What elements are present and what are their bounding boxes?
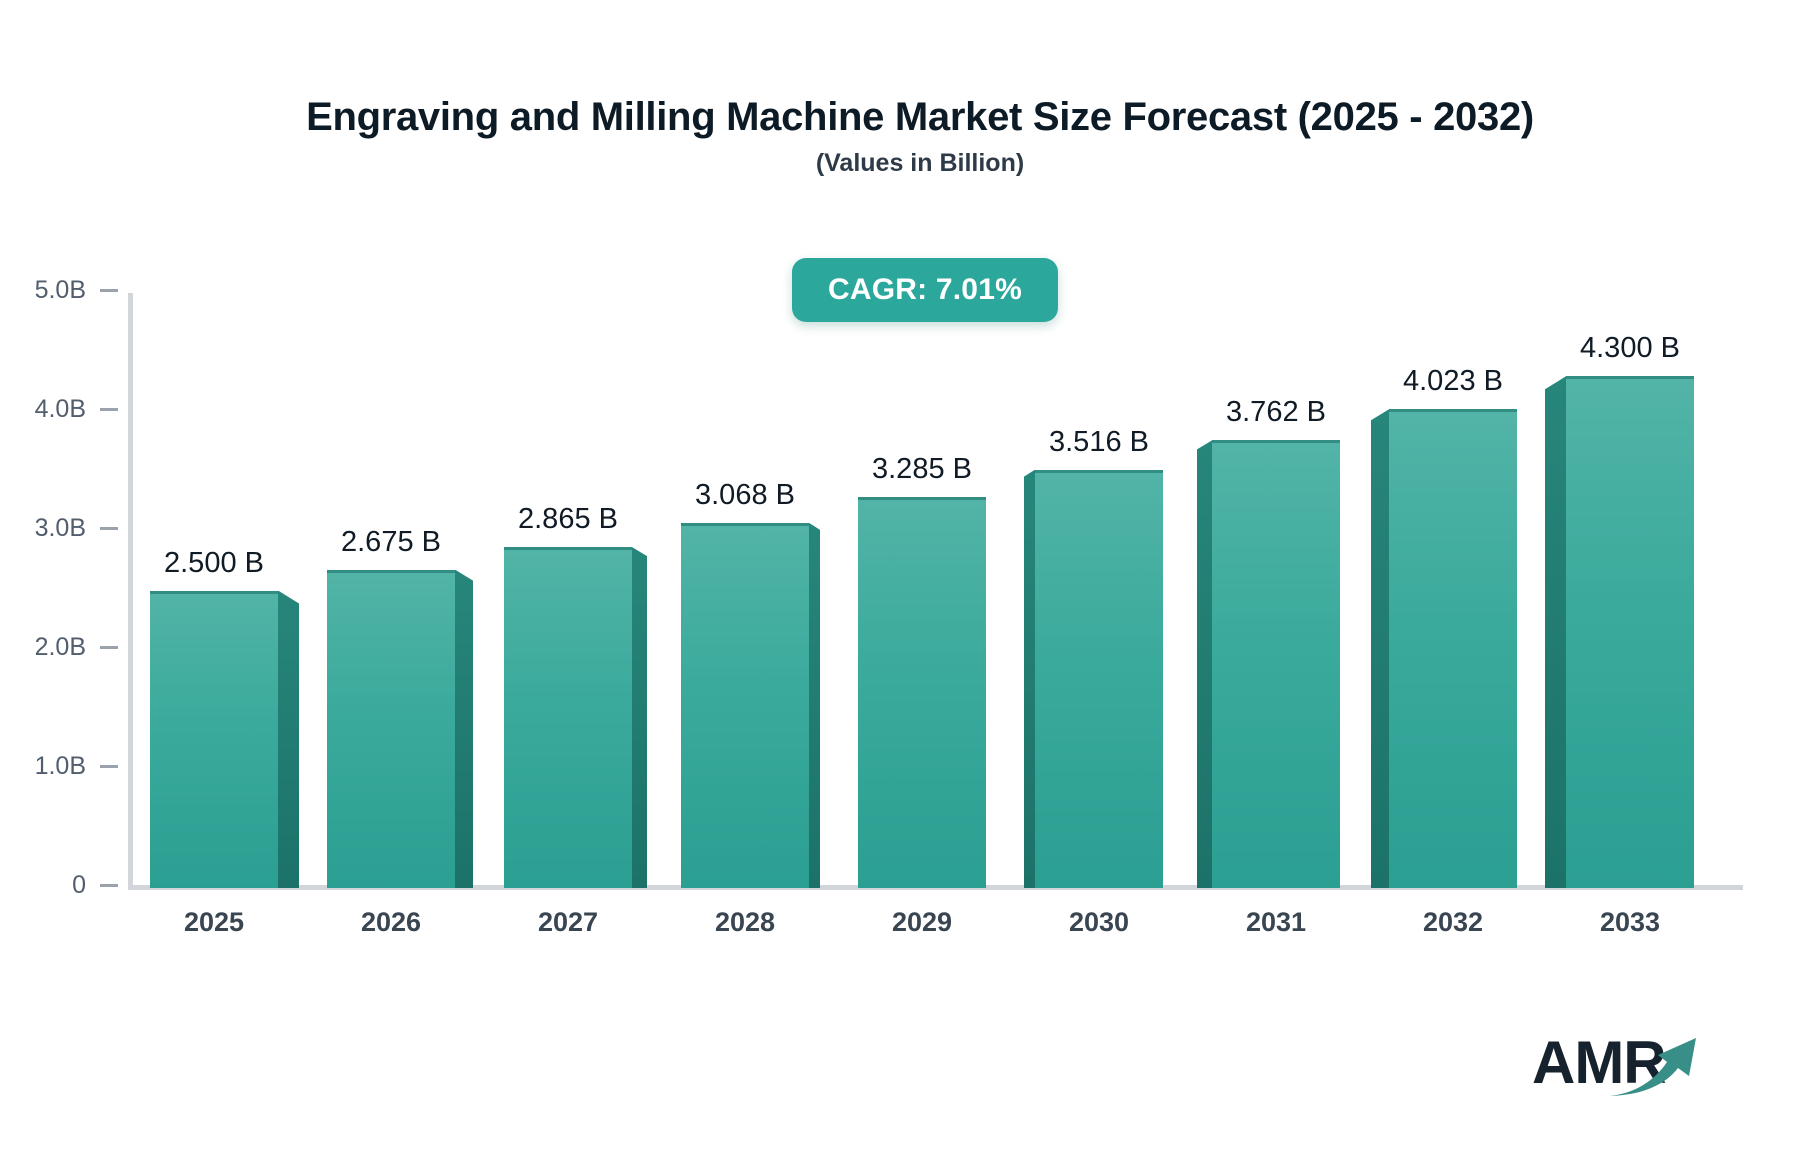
bar-side-2031 (1197, 440, 1212, 888)
x-axis-label-2029: 2029 (891, 907, 953, 937)
bar-side-2025 (278, 590, 299, 888)
x-axis-label-2027: 2027 (537, 907, 599, 937)
amr-logo-text: AMR (1532, 1029, 1667, 1096)
bar-value-label-2030: 3.516 B (1049, 425, 1149, 458)
y-axis-label-1.0B: 1.0B (34, 752, 86, 780)
y-tick-5.0B (100, 288, 118, 292)
bar-value-label-2032: 4.023 B (1403, 365, 1503, 398)
bar-2029 (858, 497, 986, 888)
x-axis-label-2032: 2032 (1422, 907, 1484, 937)
bar-value-label-2033: 4.300 B (1580, 332, 1680, 365)
bar-2030 (1035, 469, 1163, 888)
x-axis-label-2026: 2026 (360, 907, 422, 937)
chart-header: Engraving and Milling Machine Market Siz… (40, 0, 1800, 178)
chart-title: Engraving and Milling Machine Market Siz… (306, 95, 1534, 139)
y-tick-0 (100, 883, 118, 887)
x-axis-label-2025: 2025 (183, 907, 245, 937)
bar-value-label-2025: 2.500 B (164, 546, 264, 579)
bar-2033 (1566, 376, 1694, 888)
bar-side-2033 (1545, 376, 1566, 888)
bar-value-label-2028: 3.068 B (695, 478, 795, 511)
y-axis-label-0: 0 (72, 871, 86, 899)
bar-value-label-2027: 2.865 B (518, 503, 618, 536)
y-axis-label-5.0B: 5.0B (34, 276, 86, 304)
bar-2028 (681, 522, 809, 888)
y-tick-3.0B (100, 526, 118, 530)
y-tick-4.0B (100, 407, 118, 411)
y-tick-1.0B (100, 764, 118, 768)
y-axis-label-3.0B: 3.0B (34, 514, 86, 542)
bar-side-2027 (632, 547, 647, 888)
bar-value-label-2029: 3.285 B (872, 453, 972, 486)
growth-arrow-icon (1610, 1038, 1696, 1096)
bar-2027 (504, 547, 632, 888)
chart-subtitle: (Values in Billion) (815, 149, 1025, 177)
cagr-badge-label: CAGR: 7.01% (828, 273, 1022, 306)
bar-side-2026 (455, 569, 473, 888)
bar-side-2032 (1371, 409, 1389, 888)
y-axis-label-4.0B: 4.0B (34, 395, 86, 423)
y-tick-2.0B (100, 645, 118, 649)
x-axis-label-2030: 2030 (1068, 907, 1130, 937)
x-axis-label-2028: 2028 (714, 907, 776, 937)
bar-side-2030 (1024, 469, 1035, 888)
x-axis-label-2033: 2033 (1599, 907, 1661, 937)
y-axis-line (128, 293, 133, 890)
bar-value-label-2026: 2.675 B (341, 525, 441, 558)
bar-value-label-2031: 3.762 B (1226, 396, 1326, 429)
y-axis-label-2.0B: 2.0B (34, 633, 86, 661)
bar-side-2028 (809, 522, 820, 888)
bar-2031 (1212, 440, 1340, 888)
bar-2032 (1389, 409, 1517, 888)
cagr-badge: CAGR: 7.01% (792, 258, 1058, 322)
bar-2026 (327, 569, 455, 888)
bar-2025 (150, 590, 278, 888)
x-axis-label-2031: 2031 (1245, 907, 1307, 937)
amr-logo: AMR (1532, 1032, 1732, 1112)
